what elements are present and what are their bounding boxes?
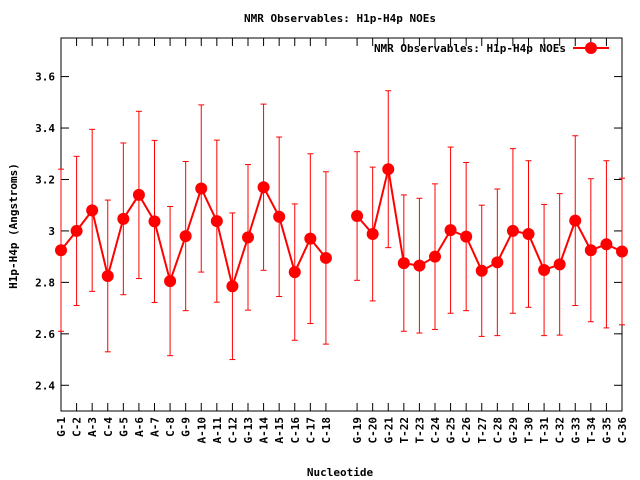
x-tick-label: G-29 <box>507 417 520 444</box>
data-point <box>242 231 254 244</box>
x-axis: G-1 C-2 A-3 C-4 G-5 A-6 A-7 C-8 G-9 A-10 A-11 C-12 G… <box>55 38 629 444</box>
series-line <box>356 168 623 273</box>
x-tick-label: C-32 <box>554 417 567 444</box>
legend-marker <box>585 42 597 54</box>
x-tick-label: A-14 <box>258 417 271 444</box>
data-point <box>179 230 192 243</box>
x-tick-label: A-6 <box>133 417 146 437</box>
x-tick-label: T-22 <box>398 417 411 444</box>
y-tick-label: 3.6 <box>35 71 55 84</box>
x-tick-label: G-19 <box>351 417 364 444</box>
data-point <box>506 224 519 237</box>
series-points <box>55 163 628 293</box>
x-tick-label: A-11 <box>211 417 224 444</box>
data-point <box>538 264 551 277</box>
series-lines <box>60 168 623 290</box>
plot-frame <box>60 37 623 412</box>
data-point <box>319 251 332 264</box>
data-point <box>210 215 223 228</box>
x-tick-label: C-36 <box>616 417 629 444</box>
x-tick-label: A-3 <box>86 417 99 437</box>
x-tick-label: C-12 <box>226 417 239 444</box>
x-tick-label: C-26 <box>460 417 473 444</box>
data-point <box>366 228 379 241</box>
data-point <box>70 224 83 237</box>
legend-label: NMR Observables: H1p-H4p NOEs <box>374 42 566 55</box>
x-tick-label: G-5 <box>117 417 130 437</box>
y-axis: 2.4 2.6 2.8 3 3.2 3.4 3.6 <box>35 71 622 392</box>
x-tick-label: C-18 <box>320 417 333 444</box>
series-line <box>60 184 327 290</box>
x-tick-label: C-2 <box>71 417 84 437</box>
x-tick-label: G-33 <box>569 417 582 444</box>
y-axis-label: H1p-H4p (Angstroms) <box>7 163 20 289</box>
data-point <box>195 182 208 195</box>
chart-title: NMR Observables: H1p-H4p NOEs <box>244 12 436 25</box>
data-point <box>522 228 535 241</box>
x-tick-label: C-20 <box>367 417 380 444</box>
y-tick-label: 3 <box>48 225 55 238</box>
data-point <box>148 215 161 228</box>
x-tick-label: C-28 <box>491 417 504 444</box>
x-tick-label: C-4 <box>102 417 115 437</box>
data-point <box>132 188 145 201</box>
data-point <box>600 238 613 251</box>
x-tick-label: A-15 <box>273 417 286 444</box>
x-tick-label: A-10 <box>195 417 208 444</box>
data-point <box>460 230 473 243</box>
x-axis-label: Nucleotide <box>307 466 374 479</box>
x-tick-label: T-34 <box>585 417 598 444</box>
x-tick-label: A-7 <box>149 417 162 437</box>
x-tick-label: C-17 <box>304 417 317 444</box>
data-point <box>475 264 488 277</box>
x-tick-label: G-25 <box>445 417 458 444</box>
data-point <box>584 244 597 257</box>
data-point <box>117 212 130 225</box>
x-tick-label: T-30 <box>523 417 536 444</box>
x-tick-label: C-16 <box>289 417 302 444</box>
data-point <box>382 163 395 176</box>
x-tick-label: T-31 <box>538 417 551 444</box>
y-tick-label: 3.2 <box>35 173 55 186</box>
data-point <box>257 181 270 194</box>
y-tick-label: 2.4 <box>35 379 55 392</box>
y-tick-label: 2.8 <box>35 276 55 289</box>
x-tick-label: G-13 <box>242 417 255 444</box>
y-tick-label: 3.4 <box>35 122 55 135</box>
error-bars <box>58 90 625 361</box>
data-point <box>226 280 239 293</box>
x-tick-label: G-35 <box>600 417 613 444</box>
data-point <box>491 256 504 269</box>
data-point <box>304 232 317 245</box>
data-point <box>288 266 301 279</box>
data-point <box>553 258 566 271</box>
data-point <box>413 259 426 272</box>
y-tick-label: 2.6 <box>35 328 55 341</box>
x-tick-label: G-1 <box>55 417 68 437</box>
data-point <box>569 214 582 227</box>
x-tick-label: G-21 <box>382 417 395 444</box>
data-point <box>616 245 628 258</box>
data-point <box>351 210 364 223</box>
legend: NMR Observables: H1p-H4p NOEs <box>374 42 609 55</box>
x-tick-label: T-27 <box>476 417 489 444</box>
x-tick-label: C-8 <box>164 417 177 437</box>
data-point <box>429 250 441 263</box>
x-tick-label: C-24 <box>429 417 442 444</box>
x-tick-label: T-23 <box>413 417 426 444</box>
x-tick-label: G-9 <box>180 417 193 437</box>
data-point <box>444 224 457 237</box>
data-point <box>164 275 177 288</box>
data-point <box>397 257 410 270</box>
data-point <box>86 204 99 217</box>
data-point <box>101 269 114 282</box>
data-point <box>273 210 286 223</box>
data-point <box>55 244 67 257</box>
